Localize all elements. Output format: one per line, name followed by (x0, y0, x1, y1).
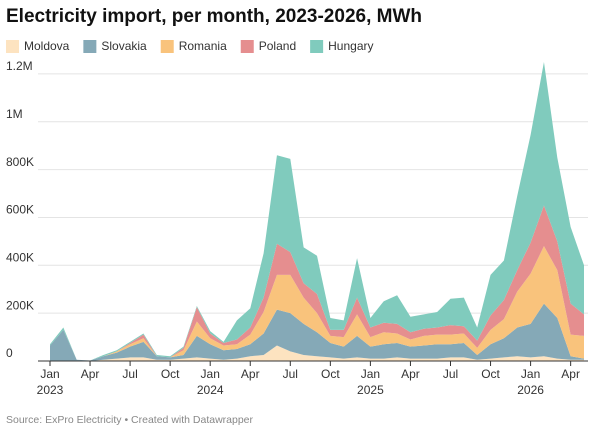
x-tick-label: Oct (321, 367, 340, 381)
legend-swatch (240, 40, 254, 53)
x-tick-label: Jan 2023 (37, 367, 64, 397)
legend-label: Romania (179, 39, 227, 53)
source: Source: ExPro Electricity • Created with… (6, 414, 254, 426)
x-tick-label: Jan 2025 (357, 367, 384, 397)
legend-label: Hungary (328, 39, 373, 53)
y-tick-label: 800K (6, 155, 34, 169)
legend-label: Moldova (24, 39, 70, 53)
legend-swatch (160, 40, 174, 53)
y-tick-label: 1.2M (6, 59, 33, 73)
legend-swatch (83, 40, 97, 53)
legend-swatch (310, 40, 324, 53)
x-tick-label: Jan 2026 (517, 367, 544, 397)
x-tick-label: Jul (122, 367, 137, 381)
area (50, 345, 584, 361)
y-tick-label: 1M (6, 107, 23, 121)
x-tick-label: Jan 2024 (197, 367, 224, 397)
x-tick-label: Jul (443, 367, 458, 381)
y-tick-label: 200K (6, 298, 34, 312)
x-tick-label: Apr (401, 367, 420, 381)
y-tick-label: 400K (6, 250, 34, 264)
chart-title: Electricity import, per month, 2023-2026… (6, 6, 422, 27)
x-tick-label: Jul (283, 367, 298, 381)
x-tick-label: Apr (81, 367, 100, 381)
legend-swatch (6, 40, 19, 53)
x-tick-label: Oct (161, 367, 180, 381)
legend-label: Slovakia (101, 39, 147, 53)
y-tick-label: 0 (6, 346, 13, 360)
y-tick-label: 600K (6, 203, 34, 217)
x-tick-label: Apr (241, 367, 260, 381)
legend-label: Poland (259, 39, 296, 53)
x-tick-label: Apr (561, 367, 580, 381)
legend: Moldova Slovakia Romania Poland Hungary (6, 39, 373, 53)
x-tick-label: Oct (481, 367, 500, 381)
